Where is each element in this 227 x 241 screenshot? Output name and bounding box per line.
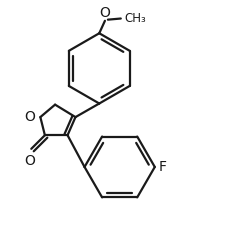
- Text: O: O: [99, 6, 110, 20]
- Text: O: O: [25, 154, 35, 168]
- Text: CH₃: CH₃: [124, 12, 145, 25]
- Text: O: O: [24, 110, 35, 124]
- Text: F: F: [158, 160, 165, 174]
